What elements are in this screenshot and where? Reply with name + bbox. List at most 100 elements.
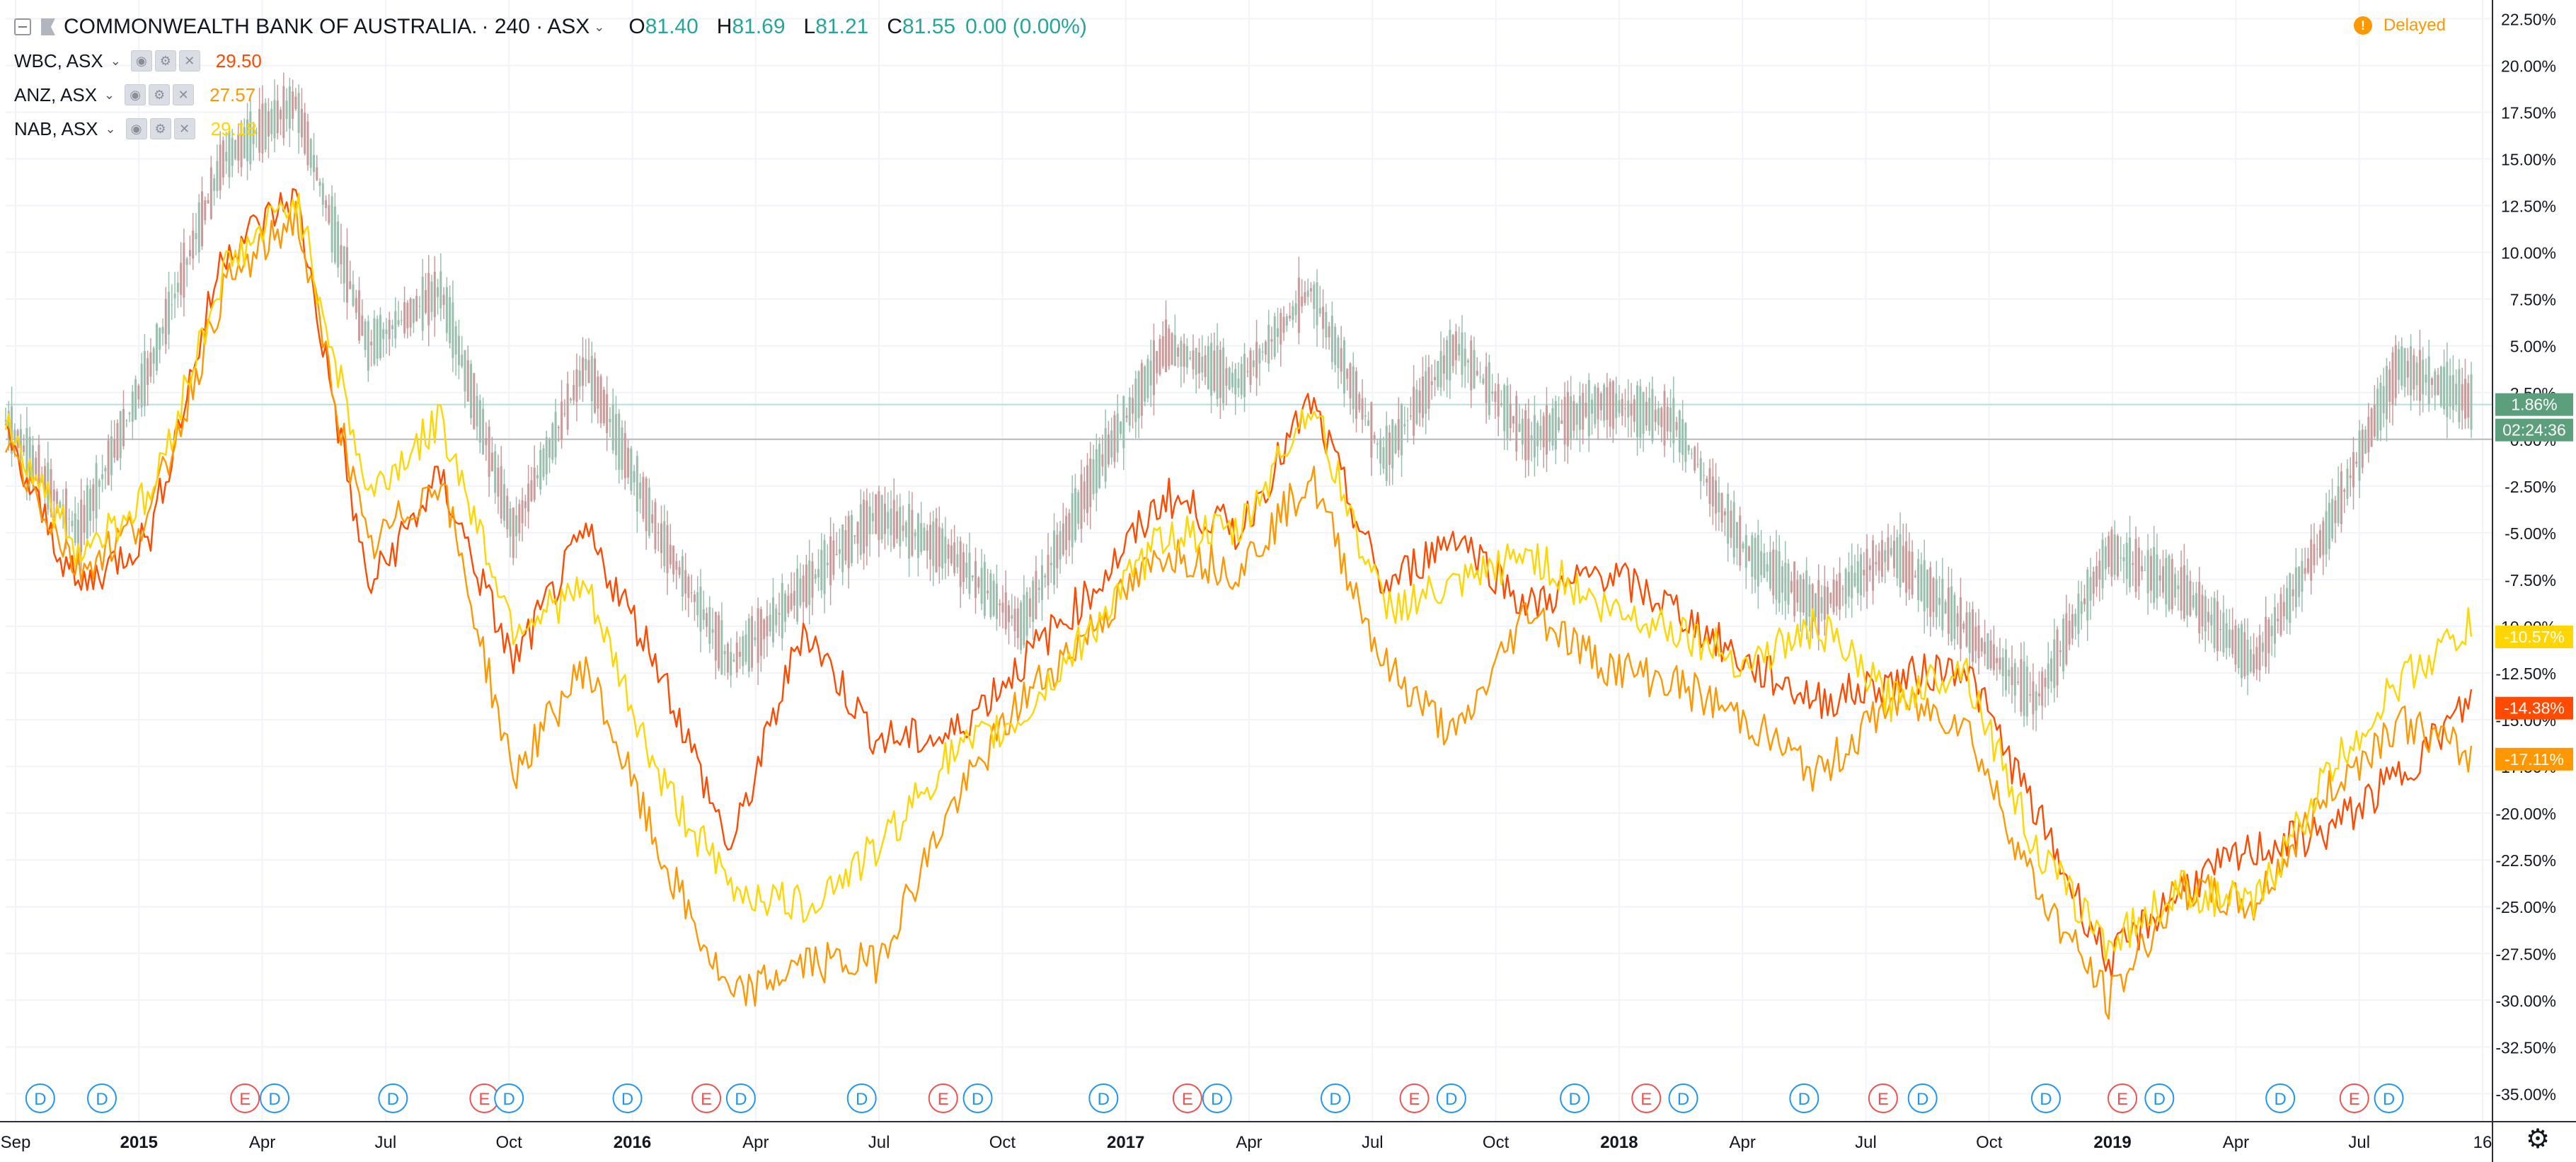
cba-candle-body xyxy=(2355,461,2358,464)
cba-candle-body xyxy=(482,408,485,455)
cba-candle-body xyxy=(119,411,122,459)
cba-candle-body xyxy=(587,359,590,384)
cba-candle-body xyxy=(2439,367,2442,406)
cba-candle-body xyxy=(1787,563,1790,605)
comparison-symbol[interactable]: ANZ, ASX xyxy=(14,84,98,105)
cba-candle-body xyxy=(1621,398,1623,416)
chevron-down-icon[interactable]: ⌄ xyxy=(104,88,115,102)
cba-candle-body xyxy=(349,281,352,289)
cba-candle-body xyxy=(599,376,602,423)
cba-candle-body xyxy=(452,302,454,359)
cba-candle-body xyxy=(267,111,270,137)
comparison-symbol[interactable]: WBC, ASX xyxy=(14,50,103,71)
cba-candle-body xyxy=(1485,366,1488,403)
cba-candle-body xyxy=(1666,406,1669,432)
cba-candle-body xyxy=(590,355,593,401)
x-tick-label: 2017 xyxy=(1107,1133,1144,1152)
eye-icon[interactable]: ◉ xyxy=(130,50,152,71)
cba-candle-body xyxy=(678,567,681,575)
cba-candle-body xyxy=(1134,379,1137,422)
cba-candle-body xyxy=(155,323,158,371)
main-symbol-name[interactable]: COMMONWEALTH BANK OF AUSTRALIA. xyxy=(64,15,478,38)
cba-candle-body xyxy=(708,606,711,644)
close-icon[interactable]: ✕ xyxy=(173,118,195,139)
cba-candle-body xyxy=(1080,474,1083,529)
cba-candle-body xyxy=(1563,396,1566,445)
cba-candle-body xyxy=(1494,391,1497,402)
earnings-marker xyxy=(1172,1083,1202,1113)
x-tick-label: 2015 xyxy=(120,1133,158,1152)
eye-icon[interactable]: ◉ xyxy=(125,84,146,105)
cba-candle-body xyxy=(1267,325,1270,364)
chevron-down-icon[interactable]: ⌄ xyxy=(594,20,605,34)
cba-candle-body xyxy=(95,463,98,519)
cba-candle-body xyxy=(185,258,188,265)
cba-candle-body xyxy=(1865,548,1868,592)
cba-candle-body xyxy=(1744,535,1747,568)
chevron-down-icon[interactable]: ⌄ xyxy=(110,54,121,68)
cba-candle-body xyxy=(1959,597,1962,649)
cba-candle-body xyxy=(1273,316,1276,357)
cba-candle-body xyxy=(1479,376,1482,378)
cba-candle-body xyxy=(684,570,687,594)
cba-candle-body xyxy=(1811,584,1814,622)
delayed-badge[interactable]: ! Delayed xyxy=(2353,16,2446,35)
cba-candle-body xyxy=(2189,580,2192,616)
cba-candle-body xyxy=(207,200,209,204)
gear-icon[interactable]: ⚙ xyxy=(149,84,171,105)
x-tick-label: Apr xyxy=(2223,1133,2249,1152)
cba-candle-body xyxy=(1703,475,1706,476)
cba-candle-body xyxy=(1065,515,1068,550)
cba-candle-body xyxy=(2337,486,2340,524)
earnings-marker xyxy=(1631,1083,1662,1113)
cba-candle-body xyxy=(771,597,774,643)
cba-candle-body xyxy=(883,503,886,534)
cba-candle-body xyxy=(1799,575,1802,612)
event-marker-label: E xyxy=(1640,1090,1652,1109)
cba-candle-body xyxy=(1962,623,1965,629)
gear-icon[interactable]: ⚙ xyxy=(154,50,176,71)
last-value-badge xyxy=(2495,393,2573,416)
cba-candle-body xyxy=(2234,625,2237,665)
cba-candle-body xyxy=(965,563,968,578)
cba-candle-body xyxy=(974,560,977,598)
cba-candle-body xyxy=(953,542,956,573)
cba-candle-body xyxy=(288,86,291,129)
close-icon[interactable]: ✕ xyxy=(173,84,195,105)
cba-candle-body xyxy=(1727,493,1730,544)
cba-candle-body xyxy=(1630,403,1633,416)
y-tick-label: -12.50% xyxy=(2495,665,2556,683)
cba-candle-body xyxy=(1515,396,1518,452)
gear-icon[interactable]: ⚙ xyxy=(149,118,171,139)
eye-icon[interactable]: ◉ xyxy=(125,118,147,139)
comparison-symbol[interactable]: NAB, ASX xyxy=(14,118,98,139)
x-tick-label: 2019 xyxy=(2093,1133,2131,1152)
cba-candle-body xyxy=(1219,350,1221,398)
chevron-down-icon[interactable]: ⌄ xyxy=(105,122,116,136)
comparison-value: 29.50 xyxy=(215,50,262,71)
cba-candle-body xyxy=(1328,326,1330,338)
cba-candle-body xyxy=(2241,624,2243,679)
cba-candle-body xyxy=(2446,362,2449,418)
cba-candle-body xyxy=(255,132,258,134)
cba-candle-body xyxy=(1252,360,1255,367)
cba-candle-body xyxy=(2282,602,2285,616)
cba-candle-body xyxy=(911,510,914,556)
cba-candle-body xyxy=(1292,306,1294,321)
cba-candle-body xyxy=(1527,418,1530,461)
close-icon[interactable]: ✕ xyxy=(178,50,200,71)
cba-candle-body xyxy=(2083,598,2086,604)
cba-candle-body xyxy=(1823,586,1826,620)
cba-candle-body xyxy=(1008,605,1011,623)
cba-candle-body xyxy=(1382,447,1385,469)
cba-candle-body xyxy=(820,550,823,591)
cba-candle-body xyxy=(1334,326,1337,365)
cba-candle-body xyxy=(1530,435,1533,441)
cba-candle-body xyxy=(2458,369,2461,422)
chart-settings-gear-icon[interactable]: ⚙ xyxy=(2525,1124,2551,1154)
cba-candle-body xyxy=(999,604,1001,606)
cba-candle-body xyxy=(1322,306,1325,329)
collapse-legend-button[interactable] xyxy=(14,18,31,35)
